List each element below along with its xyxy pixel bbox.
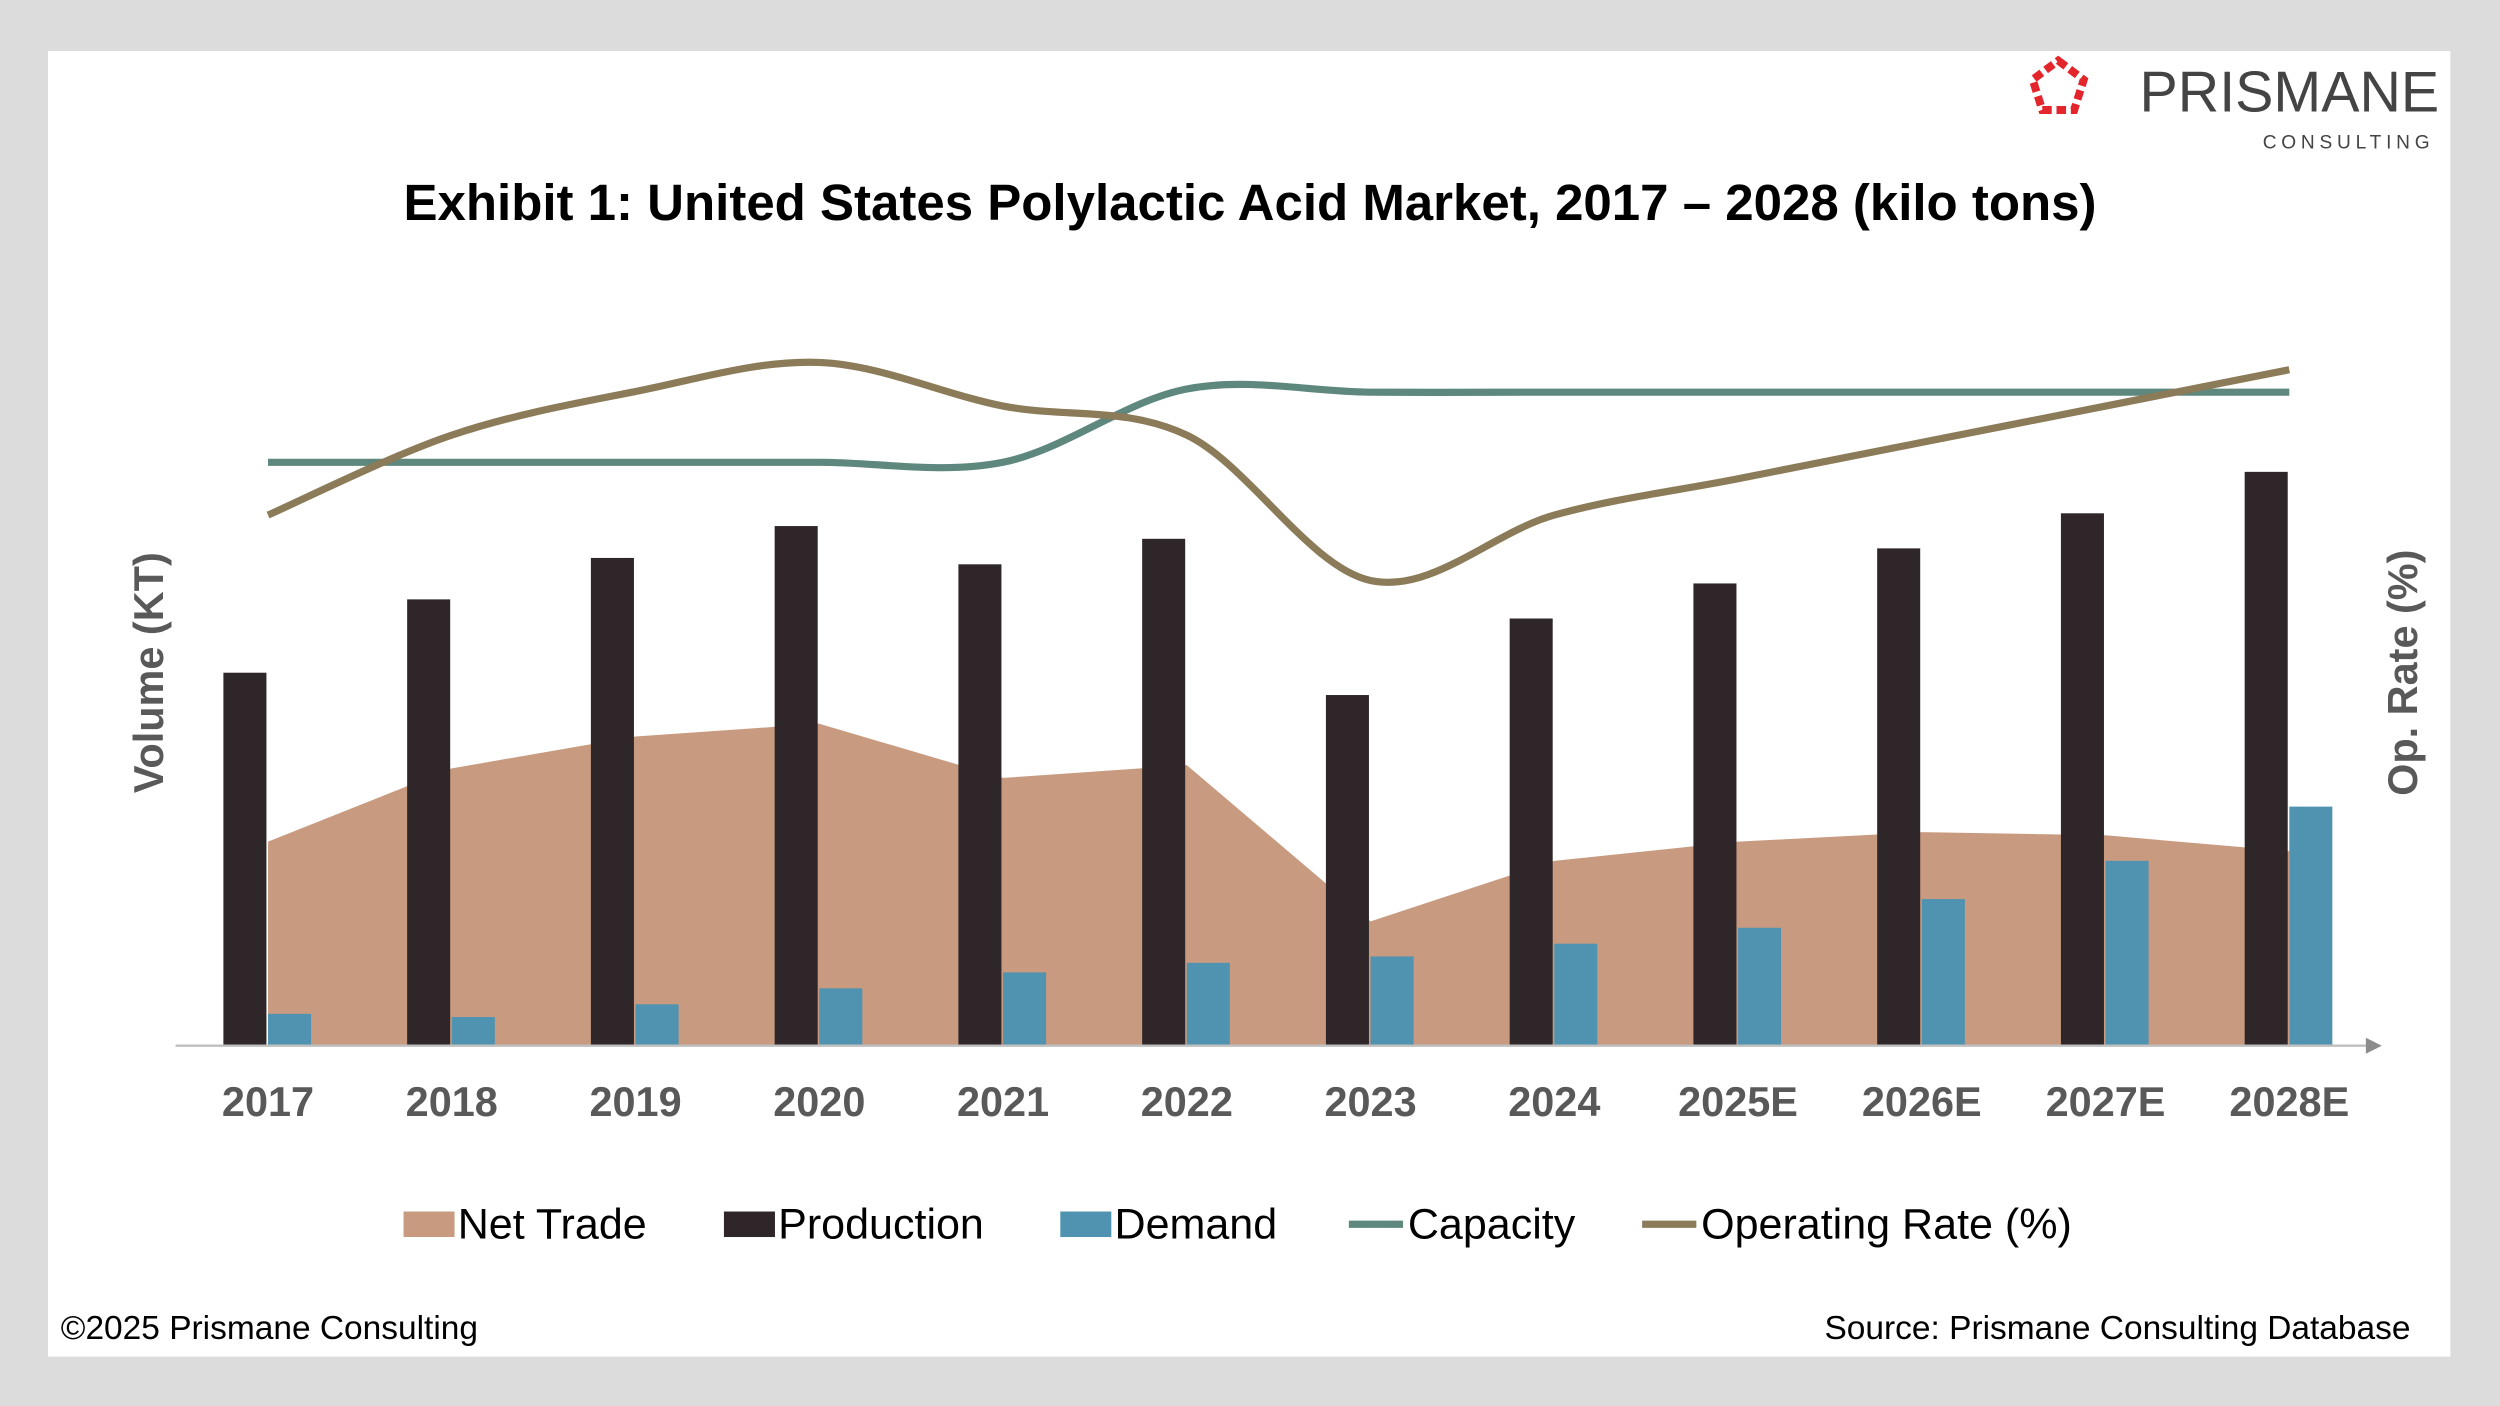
demand-bar-2021 bbox=[1003, 972, 1047, 1046]
legend-swatch bbox=[1060, 1211, 1112, 1238]
x-tick-label: 2021 bbox=[957, 1078, 1049, 1125]
x-axis-arrow-icon bbox=[2365, 1037, 2382, 1054]
demand-bar-2023 bbox=[1370, 956, 1414, 1046]
production-bar-2026E bbox=[1877, 548, 1921, 1046]
logo-pentagon-icon bbox=[2028, 55, 2089, 114]
x-tick-label: 2025E bbox=[1678, 1078, 1798, 1125]
production-bar-2025E bbox=[1693, 583, 1737, 1046]
x-tick-label: 2020 bbox=[773, 1078, 865, 1125]
demand-bar-2024 bbox=[1554, 943, 1598, 1046]
legend-item: Demand bbox=[1060, 1201, 1277, 1249]
legend-swatch bbox=[723, 1211, 775, 1238]
demand-bar-2018 bbox=[451, 1017, 495, 1046]
legend-label: Net Trade bbox=[458, 1201, 647, 1249]
x-tick-label: 2019 bbox=[589, 1078, 681, 1125]
source: Source: Prismane Consulting Database bbox=[1824, 1310, 2410, 1347]
production-bar-2027E bbox=[2060, 513, 2104, 1046]
logo-name: PRISMANE bbox=[2140, 61, 2440, 125]
y-axis-label: Volume (KT) bbox=[125, 552, 172, 793]
legend: Net Trade Production Demand Capacity Operati… bbox=[403, 1201, 2072, 1249]
legend-item: Net Trade bbox=[403, 1201, 647, 1249]
legend-item: Operating Rate (%) bbox=[1642, 1201, 2072, 1249]
x-tick-label: 2027E bbox=[2046, 1078, 2166, 1125]
production-bar-2028E bbox=[2244, 471, 2288, 1046]
demand-bar-2026E bbox=[1921, 899, 1965, 1046]
copyright: ©2025 Prismane Consulting bbox=[61, 1310, 478, 1347]
legend-item: Production bbox=[723, 1201, 984, 1249]
legend-label: Capacity bbox=[1408, 1201, 1576, 1249]
chart-title: Exhibit 1: United States Polylactic Acid… bbox=[403, 174, 2096, 231]
x-tick-label: 2023 bbox=[1324, 1078, 1416, 1125]
production-bar-2018 bbox=[407, 599, 451, 1046]
x-tick-label: 2022 bbox=[1141, 1078, 1233, 1125]
demand-bar-2027E bbox=[2105, 860, 2149, 1046]
logo: PRISMANE CONSULTING bbox=[2028, 55, 2440, 153]
legend-label: Production bbox=[778, 1201, 984, 1249]
demand-bar-2028E bbox=[2289, 806, 2333, 1046]
logo-sub: CONSULTING bbox=[2263, 132, 2435, 153]
legend-label: Demand bbox=[1115, 1201, 1278, 1249]
demand-bar-2019 bbox=[635, 1004, 679, 1046]
x-tick-label: 2017 bbox=[222, 1078, 314, 1125]
net-trade-area bbox=[268, 723, 2290, 1046]
x-tick-label: 2018 bbox=[406, 1078, 498, 1125]
operating-rate-line bbox=[266, 358, 2291, 586]
production-bar-2019 bbox=[590, 557, 634, 1046]
demand-bar-2025E bbox=[1738, 927, 1782, 1046]
demand-bar-2020 bbox=[819, 988, 863, 1046]
legend-label: Operating Rate (%) bbox=[1701, 1201, 2072, 1249]
capacity-line bbox=[268, 380, 2290, 472]
production-bar-2023 bbox=[1325, 695, 1369, 1046]
production-bar-2020 bbox=[774, 526, 818, 1046]
production-bar-2017 bbox=[223, 672, 267, 1046]
demand-bar-2017 bbox=[268, 1013, 312, 1046]
y2-axis-label: Op. Rate (%) bbox=[2379, 550, 2426, 796]
production-bar-2024 bbox=[1509, 618, 1553, 1046]
x-tick-label: 2026E bbox=[1862, 1078, 1982, 1125]
x-tick-label: 2028E bbox=[2229, 1078, 2349, 1125]
production-bar-2022 bbox=[1142, 538, 1186, 1046]
legend-item: Capacity bbox=[1348, 1201, 1576, 1249]
production-bar-2021 bbox=[958, 564, 1002, 1046]
demand-bar-2022 bbox=[1186, 962, 1230, 1046]
legend-swatch bbox=[403, 1211, 455, 1238]
x-tick-label: 2024 bbox=[1508, 1078, 1600, 1125]
